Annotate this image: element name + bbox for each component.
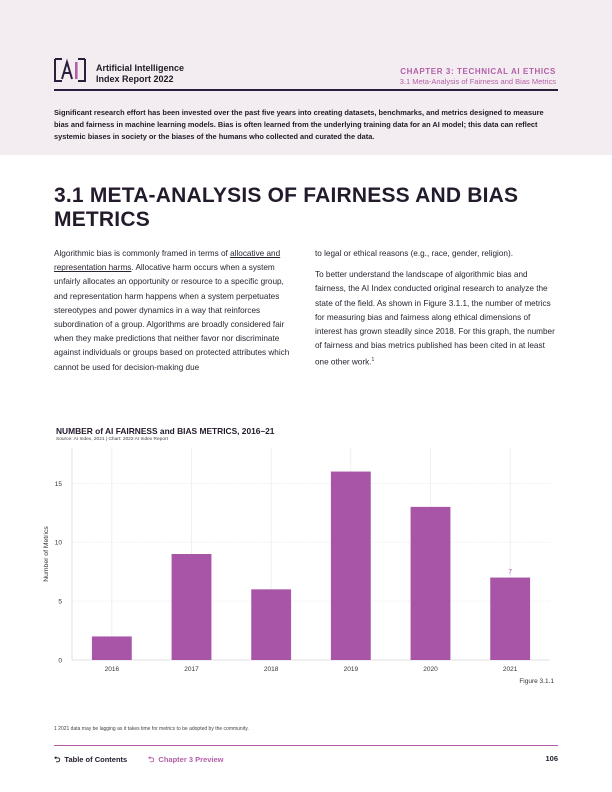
report-title-line1: Artificial Intelligence (96, 63, 185, 73)
y-axis-label: Number of Metrics (43, 526, 50, 582)
section-title: 3.1 META-ANALYSIS OF FAIRNESS AND BIAS M… (54, 184, 519, 231)
chapter-block: CHAPTER 3: TECHNICAL AI ETHICS 3.1 Meta-… (400, 67, 556, 87)
bar-2016 (91, 636, 132, 660)
body-text: Algorithmic bias is commonly framed in t… (54, 249, 231, 258)
chapter-label: CHAPTER 3: TECHNICAL AI ETHICS (400, 67, 556, 76)
chapter-preview-label: Chapter 3 Preview (158, 755, 224, 764)
y-tick-label: 10 (55, 540, 63, 547)
chart-source: Source: AI Index, 2021 | Chart: 2022 AI … (56, 437, 168, 442)
body-paragraph: to legal or ethical reasons (e.g., race,… (315, 249, 513, 258)
return-arrow-icon: ⮌ (54, 755, 61, 764)
x-tick-label: 2020 (423, 666, 438, 673)
bar-2017 (171, 554, 212, 660)
page-number: 106 (545, 754, 558, 763)
chapter-subtitle: 3.1 Meta-Analysis of Fairness and Bias M… (399, 77, 556, 86)
table-of-contents-link[interactable]: ⮌ Table of Contents (54, 754, 127, 768)
y-tick-label: 5 (58, 599, 62, 606)
data-label: 7 (508, 569, 512, 576)
x-tick-label: 2021 (503, 666, 518, 673)
body-paragraph: To better understand the landscape of al… (315, 268, 559, 370)
footer-divider (54, 745, 558, 747)
bar-chart: 0 5 10 15 Number of Metrics 2016 2017 2018 2019 2… (43, 448, 550, 673)
bar-2019 (330, 471, 371, 660)
y-tick-label: 0 (58, 658, 62, 665)
chart-title: NUMBER of AI FAIRNESS and BIAS METRICS, … (56, 426, 275, 436)
y-tick-label: 15 (55, 481, 63, 488)
body-text: To better understand the landscape of al… (315, 270, 555, 368)
bar-2021 (490, 577, 531, 660)
bar-2018 (251, 589, 292, 660)
body-paragraph: Algorithmic bias is commonly framed in t… (54, 247, 298, 375)
footnote: 1 2021 data may be lagging as it takes t… (54, 726, 249, 732)
toc-label: Table of Contents (64, 755, 128, 764)
x-tick-label: 2018 (264, 666, 279, 673)
report-title: Artificial Intelligence Index Report 202… (96, 63, 184, 85)
body-column-right: to legal or ethical reasons (e.g., race,… (315, 247, 559, 377)
body-text: . Allocative harm occurs when a system u… (54, 263, 290, 372)
return-arrow-icon: ⮌ (148, 755, 155, 764)
x-tick-label: 2016 (105, 666, 120, 673)
figure-label: Figure 3.1.1 (519, 678, 554, 685)
x-tick-label: 2017 (184, 666, 199, 673)
footnote-marker[interactable]: 1 (371, 357, 375, 364)
bar-2020 (410, 506, 451, 660)
report-title-line2: Index Report 2022 (96, 74, 174, 84)
header-divider (54, 89, 558, 91)
intro-paragraph: Significant research effort has been inv… (54, 108, 544, 141)
chapter-preview-link[interactable]: ⮌ Chapter 3 Preview (148, 754, 223, 768)
x-tick-label: 2019 (344, 666, 359, 673)
header-band (0, 0, 612, 155)
body-column-left: Algorithmic bias is commonly framed in t… (54, 247, 298, 382)
ai-index-logo-icon (54, 58, 86, 82)
allocative-harms-link[interactable]: allocative and representation harms (54, 249, 281, 273)
